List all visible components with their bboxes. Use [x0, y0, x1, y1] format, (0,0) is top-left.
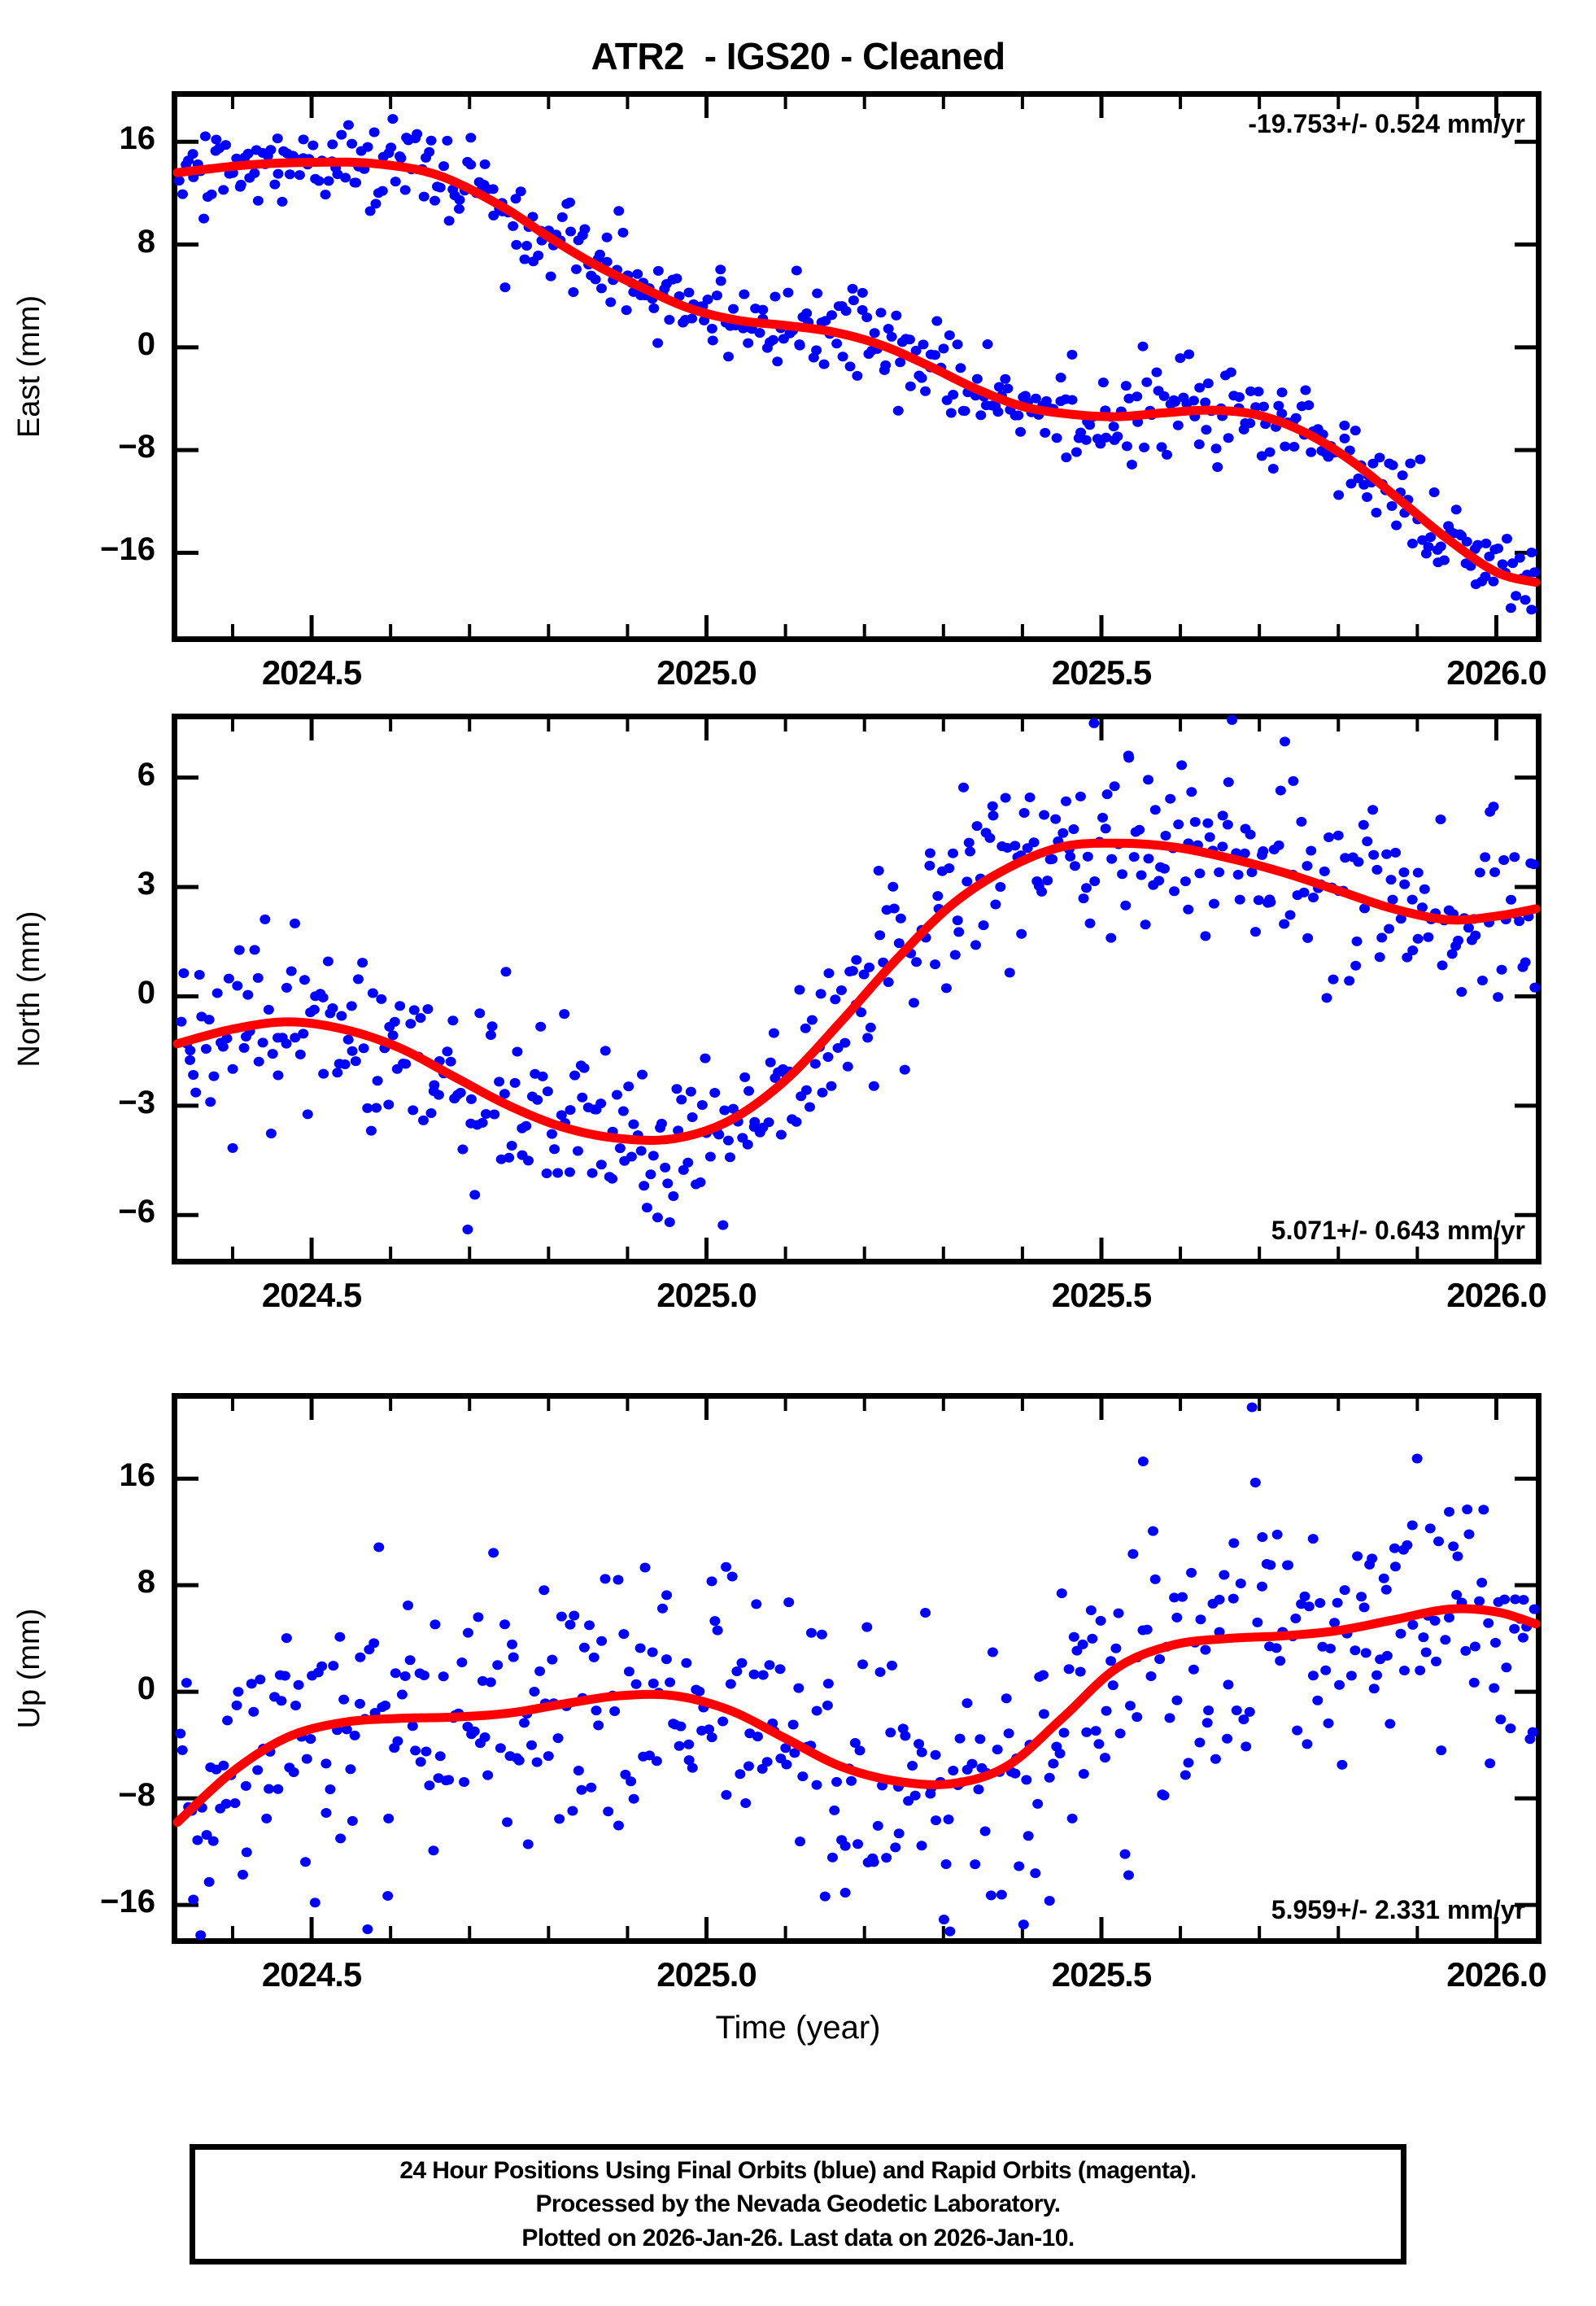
x-tick-label: 2024.5 — [261, 1276, 362, 1314]
y-axis-label: East (mm) — [11, 295, 46, 438]
plot-frame — [172, 1393, 1541, 1944]
plot-canvas-north-component — [172, 714, 1541, 1259]
footer-line-1: 24 Hour Positions Using Final Orbits (bl… — [399, 2156, 1197, 2184]
plot-panel-east-component — [172, 91, 1541, 642]
y-axis-label: Up (mm) — [11, 1608, 46, 1728]
y-tick-label: −6 — [118, 1194, 155, 1230]
trend-line — [172, 157, 1541, 587]
x-axis-label: Time (year) — [715, 2010, 881, 2046]
y-tick-label: −8 — [118, 1777, 155, 1814]
y-tick-label: −3 — [118, 1084, 155, 1120]
data-point-cloud — [173, 114, 1540, 615]
x-tick-label: 2025.5 — [1051, 653, 1152, 692]
x-tick-label: 2025.5 — [1051, 1276, 1152, 1314]
plot-panel-up-component — [172, 1393, 1541, 1944]
y-tick-label: −16 — [100, 1884, 155, 1920]
x-tick-label: 2026.0 — [1446, 1955, 1546, 1994]
y-tick-label: 16 — [119, 120, 156, 157]
tick-marks — [177, 719, 1536, 1259]
rate-annotation: 5.959+/- 2.331 mm/yr — [1271, 1895, 1525, 1924]
trend-line — [172, 1604, 1541, 1828]
plot-panel-north-component — [172, 714, 1541, 1264]
x-tick-label: 2026.0 — [1446, 1276, 1546, 1314]
footer-note-box: 24 Hour Positions Using Final Orbits (bl… — [190, 2144, 1406, 2265]
x-tick-label: 2026.0 — [1446, 653, 1546, 692]
y-tick-label: −16 — [100, 531, 155, 568]
plot-canvas-up-component — [172, 1399, 1541, 1941]
y-tick-label: 3 — [137, 866, 155, 902]
page-title: ATR2 - IGS20 - Cleaned — [591, 35, 1005, 77]
tick-marks — [177, 1399, 1536, 1938]
y-tick-label: −8 — [118, 429, 155, 465]
data-point-cloud — [175, 1402, 1540, 1941]
data-point-cloud — [176, 714, 1541, 1234]
plot-canvas-east-component — [172, 97, 1541, 636]
x-tick-label: 2025.0 — [656, 653, 757, 692]
y-tick-label: 8 — [137, 223, 155, 260]
y-tick-label: 16 — [119, 1457, 156, 1494]
footer-line-3: Plotted on 2026-Jan-26. Last data on 202… — [521, 2224, 1075, 2251]
y-tick-label: 0 — [137, 325, 155, 362]
x-tick-label: 2024.5 — [261, 1955, 362, 1994]
x-tick-label: 2024.5 — [261, 653, 362, 692]
rate-annotation: -19.753+/- 0.524 mm/yr — [1248, 109, 1525, 138]
tick-marks — [177, 97, 1536, 636]
y-tick-label: 6 — [137, 756, 155, 793]
y-tick-label: 0 — [137, 1671, 155, 1707]
rate-annotation: 5.071+/- 0.643 mm/yr — [1271, 1216, 1525, 1245]
y-axis-label: North (mm) — [11, 910, 46, 1068]
y-tick-label: 8 — [137, 1564, 155, 1601]
x-tick-label: 2025.0 — [656, 1955, 757, 1994]
x-tick-label: 2025.5 — [1051, 1955, 1152, 1994]
x-tick-label: 2025.0 — [656, 1276, 757, 1314]
plot-frame — [172, 714, 1541, 1264]
footer-line-2: Processed by the Nevada Geodetic Laborat… — [535, 2190, 1062, 2218]
y-tick-label: 0 — [137, 975, 155, 1011]
trend-line — [172, 838, 1541, 1145]
